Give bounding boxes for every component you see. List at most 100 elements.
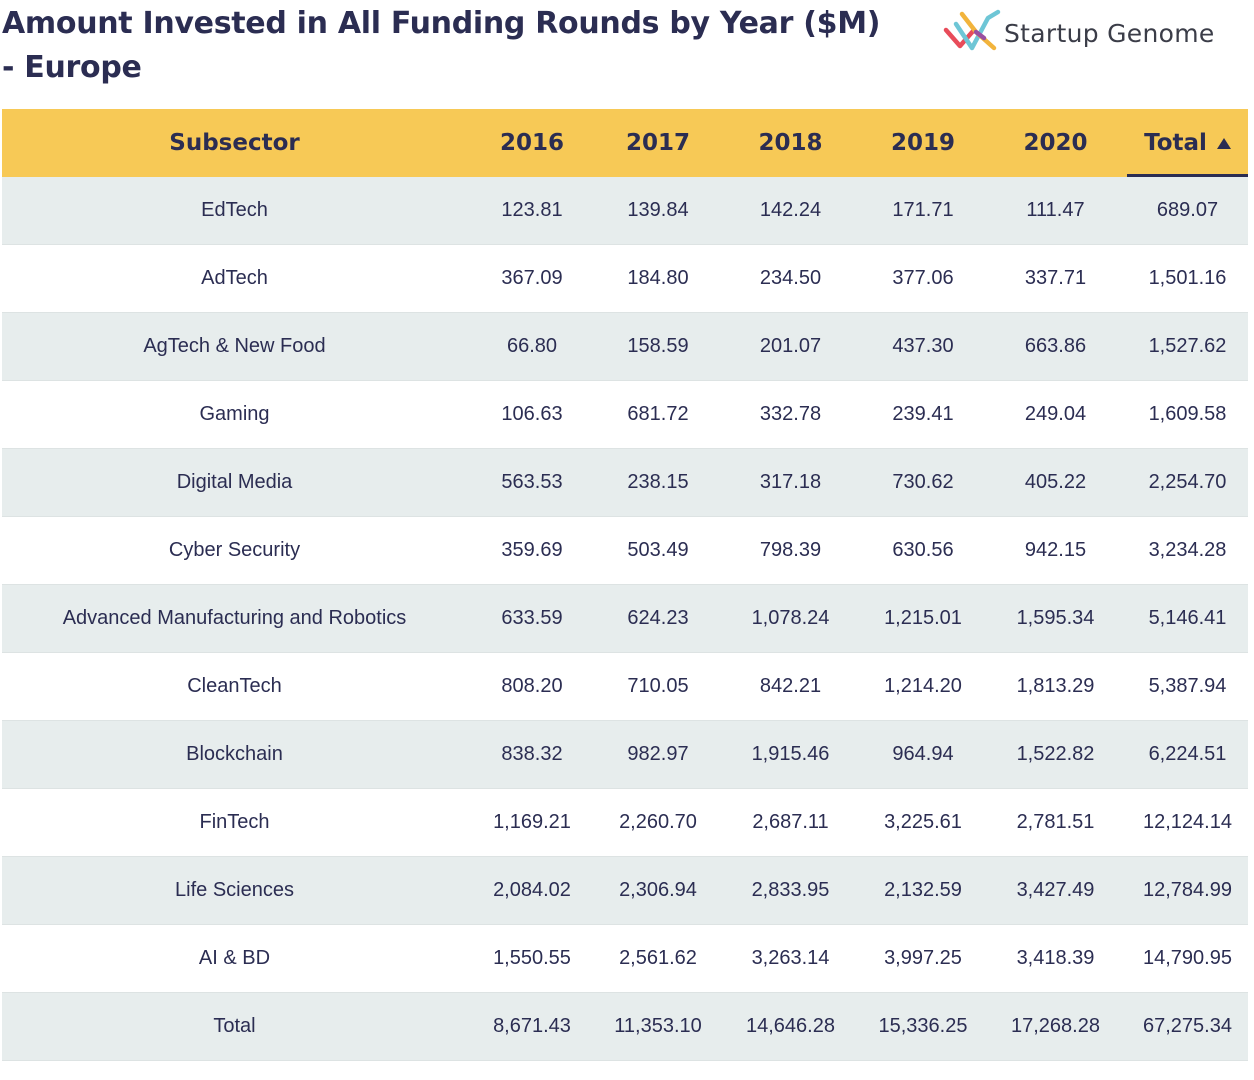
cell-2018: 317.18 <box>759 471 822 493</box>
cell-2016: 838.32 <box>501 743 563 765</box>
cell-2018: 2,687.11 <box>752 811 829 833</box>
cell-2016: 8,671.43 <box>493 1015 571 1037</box>
table-row: Blockchain 838.32 982.97 1,915.46 964.94 1,52… <box>2 721 1248 789</box>
cell-2019: 730.62 <box>892 471 954 493</box>
cell-2016: 2,084.02 <box>493 879 571 901</box>
cell-2020: 3,418.39 <box>1016 947 1095 969</box>
cell-2017: 2,306.94 <box>619 879 697 901</box>
cell-total: 1,501.16 <box>1148 267 1227 289</box>
cell-2017: 503.49 <box>627 539 689 561</box>
table-row: FinTech 1,169.21 2,260.70 2,687.11 3,225.61 2… <box>2 789 1248 857</box>
cell-total: 3,234.28 <box>1148 539 1227 561</box>
cell-2018: 332.78 <box>759 403 822 425</box>
column-header-2020[interactable]: 2020 <box>1023 130 1088 156</box>
cell-subsector: Total <box>213 1015 256 1037</box>
cell-2016: 1,550.55 <box>493 947 571 969</box>
cell-2018: 1,915.46 <box>751 743 830 765</box>
cell-2017: 139.84 <box>627 199 689 221</box>
table-row: CleanTech 808.20 710.05 842.21 1,214.20 1,813… <box>2 653 1248 721</box>
cell-subsector: AdTech <box>201 267 268 289</box>
cell-2016: 1,169.21 <box>493 811 571 833</box>
column-header-2019[interactable]: 2019 <box>890 130 955 156</box>
cell-2018: 3,263.14 <box>751 947 830 969</box>
startup-genome-logo-icon <box>943 9 1001 51</box>
cell-subsector: Digital Media <box>176 471 293 493</box>
cell-total: 12,784.99 <box>1143 879 1232 901</box>
cell-2018: 842.21 <box>759 675 822 697</box>
cell-2017: 238.15 <box>627 471 689 493</box>
cell-total: 14,790.95 <box>1143 947 1232 969</box>
cell-2018: 234.50 <box>759 267 822 289</box>
cell-2019: 171.71 <box>892 199 954 221</box>
cell-2017: 681.72 <box>627 403 689 425</box>
cell-2017: 184.80 <box>627 267 689 289</box>
cell-2018: 14,646.28 <box>746 1015 835 1037</box>
cell-total: 1,527.62 <box>1148 335 1227 357</box>
cell-total: 12,124.14 <box>1143 811 1232 833</box>
cell-2017: 982.97 <box>627 743 689 765</box>
cell-total: 6,224.51 <box>1148 743 1227 765</box>
cell-subsector: FinTech <box>199 811 270 833</box>
cell-2020: 2,781.51 <box>1016 811 1095 833</box>
cell-2020: 663.86 <box>1024 335 1087 357</box>
cell-2016: 367.09 <box>501 267 563 289</box>
cell-2019: 15,336.25 <box>878 1015 968 1037</box>
column-header-2017[interactable]: 2017 <box>625 130 690 156</box>
startup-genome-logo: Startup Genome <box>942 8 1242 58</box>
cell-2019: 3,225.61 <box>884 811 962 833</box>
table-body: EdTech 123.81 139.84 142.24 171.71 111.47 689.… <box>2 177 1248 1061</box>
table-row: Gaming 106.63 681.72 332.78 239.41 249.04 1,60… <box>2 381 1248 449</box>
cell-2020: 1,522.82 <box>1016 743 1095 765</box>
cell-2019: 437.30 <box>892 335 954 357</box>
cell-2017: 710.05 <box>627 675 689 697</box>
cell-2018: 142.24 <box>759 199 822 221</box>
cell-total: 1,609.58 <box>1148 403 1227 425</box>
cell-2017: 11,353.10 <box>614 1015 702 1037</box>
cell-subsector: EdTech <box>201 199 268 221</box>
column-header-total-label: Total <box>1144 130 1207 156</box>
cell-2019: 377.06 <box>892 267 954 289</box>
cell-2020: 337.71 <box>1024 267 1087 289</box>
cell-2017: 2,260.70 <box>619 811 697 833</box>
cell-2020: 942.15 <box>1024 539 1087 561</box>
cell-2016: 563.53 <box>501 471 563 493</box>
cell-subsector: AgTech & New Food <box>143 335 326 357</box>
cell-2018: 2,833.95 <box>751 879 830 901</box>
cell-total: 5,387.94 <box>1148 675 1227 697</box>
column-header-subsector[interactable]: Subsector <box>169 130 300 156</box>
column-header-2016[interactable]: 2016 <box>499 130 564 156</box>
cell-2018: 798.39 <box>759 539 822 561</box>
table-row: AdTech 367.09 184.80 234.50 377.06 337.71 1,50… <box>2 245 1248 313</box>
cell-total: 67,275.34 <box>1143 1015 1232 1037</box>
cell-2020: 1,813.29 <box>1016 675 1095 697</box>
column-header-2018[interactable]: 2018 <box>758 130 823 156</box>
cell-total: 2,254.70 <box>1148 471 1227 493</box>
cell-2019: 630.56 <box>892 539 954 561</box>
cell-2017: 624.23 <box>627 607 689 629</box>
cell-2020: 249.04 <box>1024 403 1087 425</box>
cell-2018: 1,078.24 <box>751 607 830 629</box>
cell-2019: 1,214.20 <box>884 675 962 697</box>
table-row: Cyber Security 359.69 503.49 798.39 630.56 94… <box>2 517 1248 585</box>
logo-text: Startup Genome <box>1004 18 1215 48</box>
column-header-total[interactable]: Total <box>1127 109 1248 177</box>
funding-table: Subsector 2016 2017 2018 2019 2020 Total… <box>2 109 1248 1061</box>
cell-subsector: AI & BD <box>198 947 271 969</box>
cell-subsector: Life Sciences <box>175 879 294 901</box>
sort-ascending-icon <box>1216 137 1231 149</box>
cell-2020: 111.47 <box>1026 199 1085 221</box>
table-row: AgTech & New Food 66.80 158.59 201.07 437.30… <box>2 313 1248 381</box>
cell-2020: 1,595.34 <box>1016 607 1095 629</box>
cell-total: 5,146.41 <box>1148 607 1227 629</box>
cell-2019: 964.94 <box>892 743 954 765</box>
cell-2016: 633.59 <box>501 607 563 629</box>
table-total-row: Total 8,671.43 11,353.10 14,646.28 15,336.25… <box>2 993 1248 1061</box>
cell-2019: 3,997.25 <box>884 947 962 969</box>
cell-2018: 201.07 <box>759 335 822 357</box>
table-row: Life Sciences 2,084.02 2,306.94 2,833.95 2,1… <box>2 857 1248 925</box>
table-row: AI & BD 1,550.55 2,561.62 3,263.14 3,997.25 3… <box>2 925 1248 993</box>
cell-2016: 123.81 <box>501 199 563 221</box>
table-row: Advanced Manufacturing and Robotics 633.5… <box>2 585 1248 653</box>
table-row: Digital Media 563.53 238.15 317.18 730.62 405… <box>2 449 1248 517</box>
cell-subsector: Blockchain <box>186 743 283 765</box>
